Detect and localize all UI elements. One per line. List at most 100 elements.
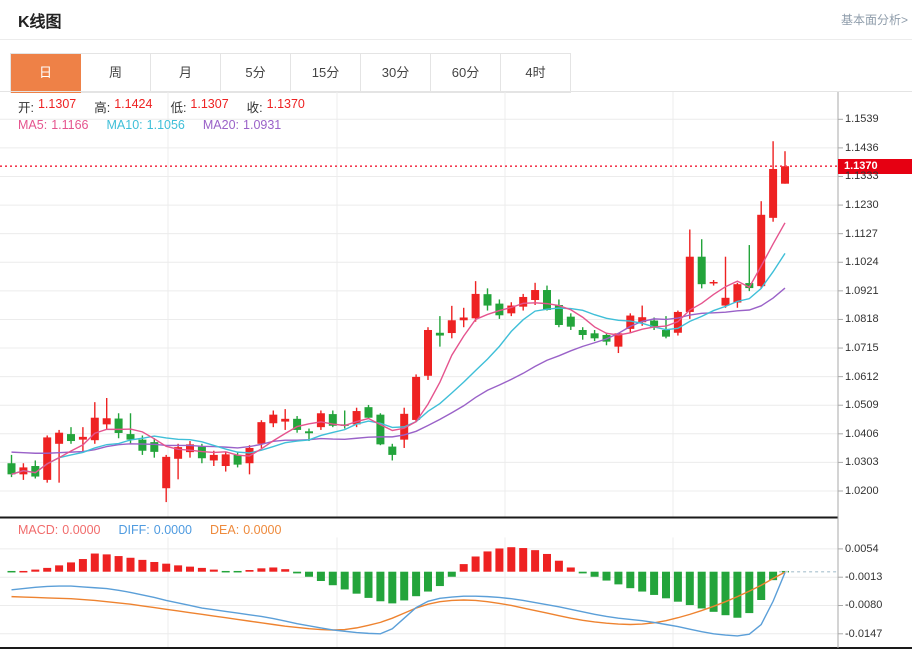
candle-body xyxy=(412,376,421,420)
macd-axis-label-2: -0.0080 xyxy=(845,599,883,612)
diff-line xyxy=(11,572,786,637)
macd-bar xyxy=(90,553,99,572)
price-axis-label-11: 1.0406 xyxy=(845,427,879,440)
ma10-value: 1.1056 xyxy=(146,118,185,132)
price-axis-label-6: 1.0921 xyxy=(845,284,879,297)
macd-bar xyxy=(55,565,64,572)
candle-body xyxy=(543,290,551,311)
macd-bar xyxy=(43,567,52,572)
macd-bar xyxy=(709,571,718,612)
macd-bar xyxy=(447,571,456,577)
period-tab-bar: 日 周 月 5分 15分 30分 60分 4时 xyxy=(10,53,571,93)
macd-value: 0.0000 xyxy=(62,523,101,537)
candle-body xyxy=(566,316,575,327)
low-label: 低: xyxy=(170,101,187,115)
macd-bar xyxy=(269,567,278,572)
tab-month[interactable]: 月 xyxy=(151,54,221,93)
candle-body xyxy=(67,434,75,442)
macd-bar xyxy=(471,556,480,572)
price-axis-label-0: 1.1539 xyxy=(845,113,879,126)
candle-body xyxy=(328,414,337,426)
macd-bar xyxy=(388,571,397,604)
candle-body xyxy=(650,320,659,328)
macd-bar xyxy=(67,562,75,572)
kline-chart-canvas[interactable] xyxy=(0,92,912,650)
macd-bar xyxy=(78,559,87,572)
candle-body xyxy=(269,414,278,424)
price-axis-label-8: 1.0715 xyxy=(845,342,879,355)
candle-body xyxy=(662,329,670,337)
macd-axis-label-1: -0.0013 xyxy=(845,571,883,584)
fundamental-analysis-link[interactable]: 基本面分析> xyxy=(840,13,908,27)
macd-bar xyxy=(459,564,468,572)
candle-body xyxy=(376,414,385,445)
macd-bar xyxy=(578,571,587,574)
ma20-value: 1.0931 xyxy=(243,118,282,132)
ohlc-legend: 开: 1.1307 高: 1.1424 低: 1.1307 收: 1.1370 xyxy=(18,97,305,116)
candle-body xyxy=(614,333,623,347)
macd-bar xyxy=(293,571,302,574)
macd-bar xyxy=(328,571,337,586)
candle-body xyxy=(114,418,123,433)
candle-body xyxy=(174,447,183,459)
macd-legend: MACD: 0.0000 DIFF: 0.0000 DEA: 0.0000 xyxy=(18,523,281,537)
candle-body xyxy=(757,214,766,287)
macd-bar xyxy=(352,571,361,594)
macd-bar xyxy=(602,571,611,581)
page-title: K线图 xyxy=(18,14,62,31)
macd-bar xyxy=(554,560,563,572)
candle-body xyxy=(293,418,302,430)
macd-bar xyxy=(435,571,444,587)
tab-30min[interactable]: 30分 xyxy=(361,54,431,93)
macd-bar xyxy=(19,570,28,573)
candle-body xyxy=(709,281,718,284)
macd-bar xyxy=(507,547,516,572)
open-value: 1.1307 xyxy=(37,97,77,111)
tab-day[interactable]: 日 xyxy=(11,54,81,93)
tab-5min[interactable]: 5分 xyxy=(221,54,291,93)
macd-bar xyxy=(638,571,647,592)
candle-body xyxy=(55,432,64,444)
candle-body xyxy=(590,333,599,339)
candle-body xyxy=(150,442,159,452)
tab-bar-baseline xyxy=(0,91,912,92)
macd-bar xyxy=(543,553,551,572)
macd-bar xyxy=(31,569,40,572)
macd-bar xyxy=(614,571,623,585)
dea-value: 0.0000 xyxy=(243,523,282,537)
low-value: 1.1307 xyxy=(190,97,229,111)
ma10-line xyxy=(11,252,786,476)
candle-body xyxy=(281,418,290,422)
macd-bar xyxy=(197,567,206,572)
candle-body xyxy=(685,256,694,312)
ma-legend: MA5: 1.1166 MA10: 1.1056 MA20: 1.0931 xyxy=(18,118,281,132)
candle-body xyxy=(257,422,266,444)
macd-bar xyxy=(424,571,432,592)
ma20-label: MA20: xyxy=(202,118,240,132)
macd-bar xyxy=(733,571,742,618)
candle-body xyxy=(43,437,52,480)
tab-week[interactable]: 周 xyxy=(81,54,151,93)
macd-bar xyxy=(745,571,754,614)
candle-body xyxy=(483,294,492,306)
price-axis-label-2: 1.1333 xyxy=(845,170,879,183)
macd-bar xyxy=(685,571,694,606)
diff-value: 0.0000 xyxy=(153,523,192,537)
price-axis-label-13: 1.0200 xyxy=(845,484,879,497)
dea-label: DEA: xyxy=(210,523,240,537)
macd-bar xyxy=(769,571,778,581)
last-price-badge: 1.1370 xyxy=(838,159,912,174)
candle-body xyxy=(233,454,242,465)
macd-bar xyxy=(186,566,194,572)
ma20-line xyxy=(11,287,786,454)
candle-body xyxy=(769,168,778,218)
close-label: 收: xyxy=(246,101,263,115)
tab-15min[interactable]: 15分 xyxy=(291,54,361,93)
macd-bar xyxy=(697,571,706,609)
macd-bar xyxy=(102,554,111,572)
candle-body xyxy=(221,454,230,467)
macd-bar xyxy=(364,571,373,598)
tab-60min[interactable]: 60分 xyxy=(431,54,501,93)
candle-body xyxy=(197,446,206,459)
tab-4hour[interactable]: 4时 xyxy=(501,54,571,93)
